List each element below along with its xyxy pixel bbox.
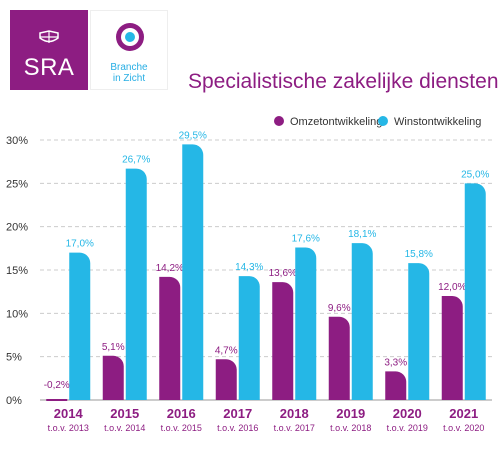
x-tick-label: 2019 [336,406,365,421]
bar-omzet [215,359,237,400]
y-tick-label: 25% [6,178,28,190]
data-label: 17,0% [66,239,94,250]
branche-in-zicht-text: Branche in Zicht [91,62,167,84]
bar-winst [238,276,260,400]
x-tick-label: 2017 [223,406,252,421]
data-label: 4,7% [215,345,238,356]
data-label: 17,6% [292,233,320,244]
x-tick-sublabel: t.o.v. 2019 [387,423,428,433]
bar-winst [295,247,317,400]
x-tick-sublabel: t.o.v. 2014 [104,423,145,433]
x-tick-sublabel: t.o.v. 2018 [330,423,371,433]
x-tick-sublabel: t.o.v. 2015 [161,423,202,433]
data-label: 9,6% [328,303,351,314]
data-label: 29,5% [179,130,207,141]
target-icon [116,23,144,51]
bar-omzet [159,276,181,400]
data-label: 3,3% [384,357,407,368]
bar-winst [69,252,91,400]
data-label: 14,3% [235,262,263,273]
bar-omzet [385,371,407,400]
y-tick-label: 30% [6,135,28,147]
bar-winst [351,243,373,400]
x-tick-label: 2020 [393,406,422,421]
x-tick-sublabel: t.o.v. 2013 [48,423,89,433]
bar-winst [464,183,486,400]
bar-omzet [328,316,350,400]
x-tick-label: 2018 [280,406,309,421]
branche-in-zicht-logo: Branche in Zicht [90,10,168,90]
data-label: 13,6% [269,268,297,279]
data-label: -0,2% [44,380,70,391]
legend-dot-winst [378,116,388,126]
sra-logo: SRA [10,10,88,90]
x-tick-label: 2015 [110,406,139,421]
x-tick-label: 2016 [167,406,196,421]
x-tick-sublabel: t.o.v. 2020 [443,423,484,433]
legend-item-winst: Winstontwikkeling [378,116,481,128]
sra-logo-text: SRA [23,54,75,81]
data-label: 12,0% [438,282,466,293]
x-tick-sublabel: t.o.v. 2016 [217,423,258,433]
branche-line2: in Zicht [112,73,146,84]
data-label: 26,7% [122,155,150,166]
bar-winst [182,144,204,400]
legend-dot-omzet [274,116,284,126]
data-label: 5,1% [102,342,125,353]
legend-item-omzet: Omzetontwikkeling [274,116,382,128]
y-tick-label: 0% [6,395,22,407]
legend-label-winst: Winstontwikkeling [394,116,482,128]
bar-omzet [46,399,68,401]
x-tick-label: 2014 [54,406,84,421]
shield-icon [39,30,59,43]
data-label: 18,1% [348,229,376,240]
x-tick-label: 2021 [449,406,478,421]
bar-omzet [102,355,124,400]
bar-winst [125,168,147,400]
chart-title: Specialistische zakelijke diensten [188,70,499,93]
y-tick-label: 20% [6,222,28,234]
data-label: 14,2% [156,263,184,274]
data-label: 15,8% [405,249,433,260]
y-tick-label: 5% [6,352,22,364]
x-tick-sublabel: t.o.v. 2017 [274,423,315,433]
y-tick-label: 15% [6,265,28,277]
bar-winst [408,263,430,400]
data-label: 25,0% [461,169,489,180]
bar-omzet [441,296,463,400]
legend-label-omzet: Omzetontwikkeling [290,116,383,128]
y-tick-label: 10% [6,308,28,320]
bar-omzet [272,282,294,400]
branche-line1: Branche [110,62,148,73]
